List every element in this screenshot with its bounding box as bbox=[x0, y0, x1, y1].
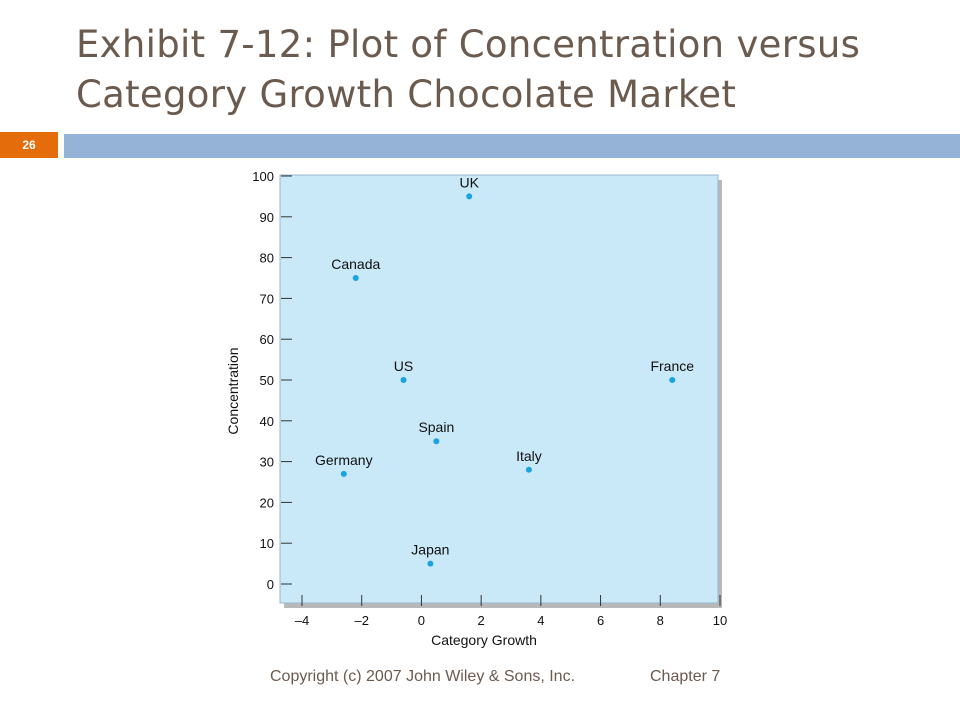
y-tick-label: 30 bbox=[260, 455, 274, 470]
point-uk bbox=[466, 193, 473, 200]
point-label-canada: Canada bbox=[331, 256, 380, 272]
point-us bbox=[400, 377, 407, 383]
page-number-badge: 26 bbox=[0, 132, 58, 158]
x-tick-label: 2 bbox=[478, 613, 485, 628]
y-axis-label: Concentration bbox=[225, 347, 241, 434]
y-tick-label: 0 bbox=[267, 577, 274, 592]
y-axis: 0 10 20 30 40 50 60 70 80 90 100 bbox=[252, 169, 292, 592]
y-tick-label: 80 bbox=[260, 251, 274, 266]
y-tick-label: 100 bbox=[252, 169, 274, 184]
point-label-us: US bbox=[394, 358, 413, 374]
x-tick-label: 8 bbox=[657, 613, 664, 628]
slide-title: Exhibit 7-12: Plot of Concentration vers… bbox=[76, 23, 861, 116]
y-tick-label: 70 bbox=[260, 291, 274, 306]
x-tick-label: 0 bbox=[418, 613, 425, 628]
footer-chapter: Chapter 7 bbox=[650, 668, 721, 685]
point-canada bbox=[352, 275, 359, 281]
y-tick-label: 60 bbox=[260, 332, 274, 347]
x-axis: –4 –2 0 2 4 6 8 10 bbox=[295, 595, 727, 628]
x-tick-label: 6 bbox=[597, 613, 604, 628]
y-tick-label: 50 bbox=[260, 373, 274, 388]
point-germany bbox=[340, 470, 347, 477]
x-axis-label: Category Growth bbox=[431, 632, 537, 648]
point-italy bbox=[525, 466, 532, 473]
x-tick-label: 10 bbox=[713, 613, 727, 628]
point-japan bbox=[427, 560, 434, 567]
point-label-japan: Japan bbox=[411, 542, 449, 558]
title-rule-bar bbox=[64, 134, 960, 158]
data-points: UK Canada France US Spain Germany Italy Japan bbox=[315, 174, 694, 567]
plot-area bbox=[279, 174, 719, 604]
point-france bbox=[669, 377, 676, 383]
footer-copyright: Copyright (c) 2007 John Wiley & Sons, In… bbox=[270, 668, 576, 685]
x-tick-label: 4 bbox=[537, 613, 544, 628]
y-tick-label: 10 bbox=[260, 536, 274, 551]
y-tick-label: 90 bbox=[260, 210, 274, 225]
x-tick-label: –2 bbox=[354, 613, 368, 628]
point-spain bbox=[433, 438, 440, 445]
x-tick-label: –4 bbox=[295, 613, 309, 628]
point-label-italy: Italy bbox=[516, 448, 542, 464]
point-label-spain: Spain bbox=[418, 419, 454, 435]
point-label-germany: Germany bbox=[315, 452, 373, 468]
y-tick-label: 20 bbox=[260, 495, 274, 510]
y-tick-label: 40 bbox=[260, 414, 274, 429]
point-label-france: France bbox=[650, 358, 694, 374]
point-label-uk: UK bbox=[459, 174, 479, 190]
